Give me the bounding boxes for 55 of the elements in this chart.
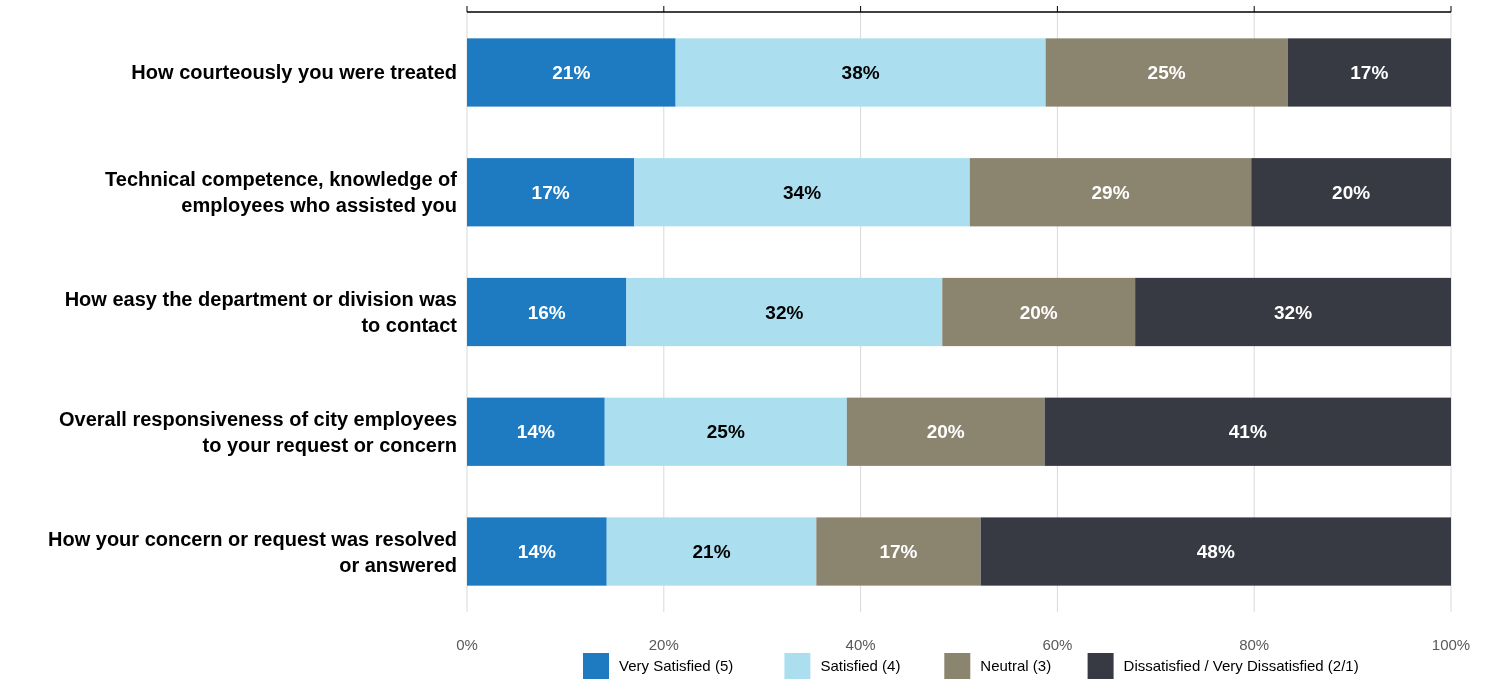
data-label: 17% — [531, 181, 570, 203]
y-tick-label: How courteously you were treated — [131, 61, 457, 84]
bar — [467, 397, 605, 466]
data-label: 14% — [516, 421, 555, 443]
data-label: 16% — [527, 301, 566, 323]
data-label: 29% — [1091, 181, 1130, 203]
x-tick-label: 20% — [648, 636, 679, 653]
bar — [675, 38, 1046, 107]
bar — [626, 277, 943, 347]
data-label: 34% — [783, 181, 822, 203]
bar — [467, 517, 607, 586]
bar — [1135, 277, 1451, 347]
y-tick-label: How easy the department or division was to contact — [64, 288, 458, 336]
y-tick-label: How your concern or request was resolved or answered — [47, 527, 457, 576]
data-label: 20% — [1019, 301, 1058, 323]
x-tick-label: 0% — [456, 636, 478, 653]
data-label: 17% — [879, 541, 918, 563]
bar — [467, 277, 627, 347]
bar — [1044, 397, 1451, 466]
data-label: 48% — [1196, 541, 1235, 563]
data-label: 38% — [841, 62, 880, 84]
x-tick-label: 40% — [845, 636, 876, 653]
legend-label: Neutral (3) — [980, 657, 1052, 675]
data-label: 20% — [926, 421, 965, 443]
bar — [980, 517, 1451, 586]
data-label: 32% — [1274, 301, 1313, 323]
y-tick-label: Technical competence, knowledge of employees who assisted you — [105, 168, 458, 217]
data-label: 20% — [1332, 181, 1371, 203]
legend-label: Very Satisfied (5) — [619, 657, 734, 675]
data-label: 21% — [692, 541, 731, 563]
data-label: 41% — [1228, 421, 1267, 443]
bar — [1045, 38, 1288, 107]
x-tick-label: 100% — [1431, 636, 1471, 653]
bar — [816, 517, 981, 586]
data-label: 21% — [552, 62, 591, 84]
x-tick-label: 80% — [1239, 636, 1270, 653]
data-label: 17% — [1350, 62, 1389, 84]
data-label: 25% — [706, 421, 745, 443]
bar — [467, 38, 676, 107]
bar — [467, 158, 635, 227]
legend-label: Dissatisfied / Very Dissatisfied (2/1) — [1123, 657, 1359, 675]
bar — [969, 158, 1252, 227]
bar — [846, 397, 1045, 466]
y-tick-label: Overall responsiveness of city employees to your request or concern — [59, 407, 457, 456]
bar — [1251, 158, 1451, 227]
bar — [604, 397, 847, 466]
x-tick-label: 60% — [1042, 636, 1073, 653]
bar — [634, 158, 970, 227]
data-label: 32% — [765, 301, 804, 323]
bar — [1287, 38, 1451, 107]
bar — [606, 517, 817, 586]
data-label: 25% — [1147, 62, 1186, 84]
data-label: 14% — [517, 541, 556, 563]
legend-label: Satisfied (4) — [820, 657, 901, 675]
bar — [942, 277, 1136, 347]
